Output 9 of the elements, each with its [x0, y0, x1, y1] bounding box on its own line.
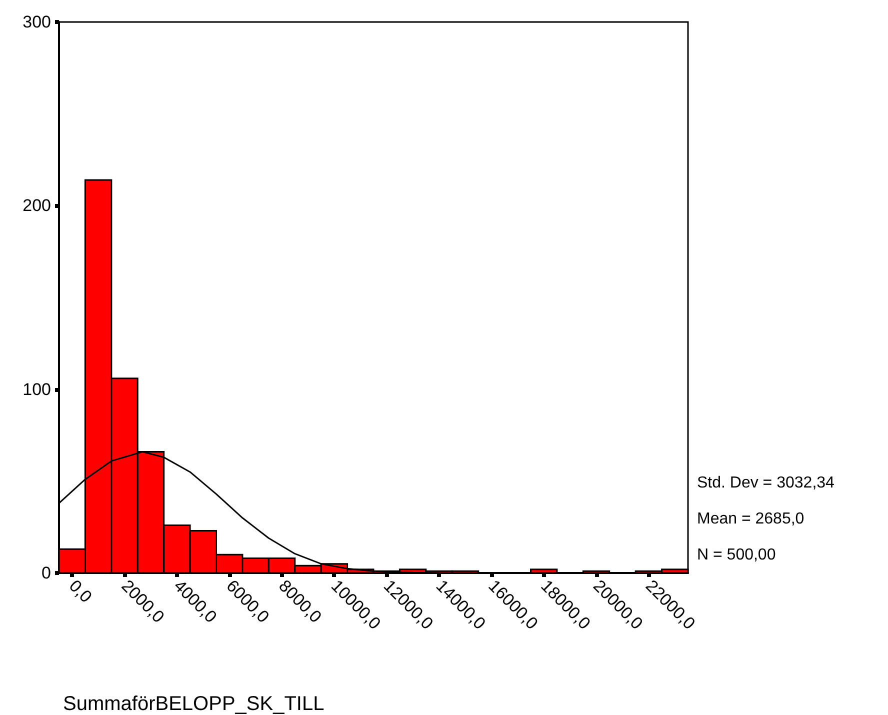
x-tick-label: 0,0 [65, 576, 96, 606]
text: Mean = 2685,0 [697, 510, 804, 528]
text: Std. Dev = 3032,34 [697, 474, 835, 492]
y-tick-label: 300 [22, 12, 51, 32]
y-tick-label: 0 [42, 564, 51, 582]
text: N = 500,00 [697, 546, 776, 564]
x-axis-title: SummaförBELOPP_SK_TILL [63, 693, 324, 715]
y-tick-label: 200 [22, 196, 51, 216]
y-tick-label: 100 [22, 380, 51, 399]
